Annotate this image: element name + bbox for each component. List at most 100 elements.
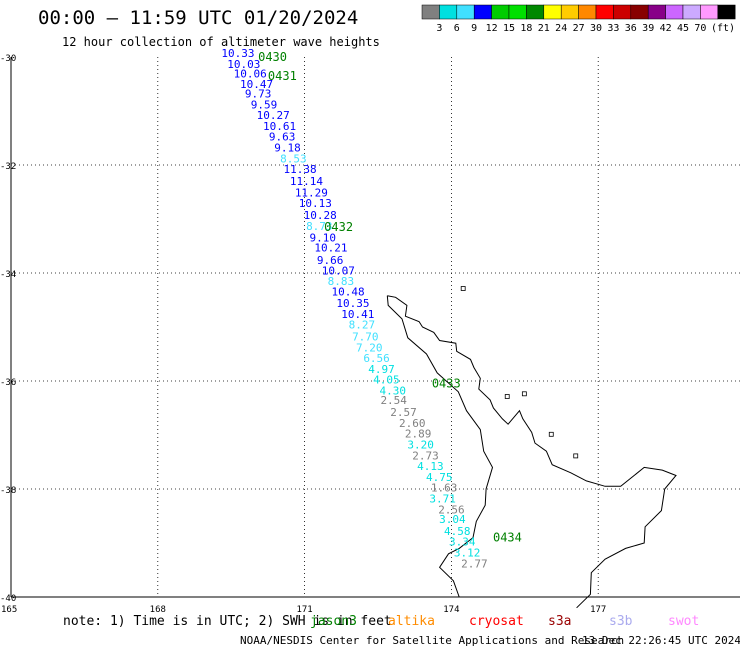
colorbar-swatch	[700, 4, 719, 20]
pass-time-label: 0434	[493, 531, 522, 545]
colorbar-label: 21	[538, 23, 550, 34]
colorbar-swatch	[439, 4, 458, 20]
colorbar-swatch	[491, 4, 510, 20]
legend-item-s3a: s3a	[548, 614, 571, 629]
timestamp-text: 13 Dec 22:26:45 UTC 2024	[582, 634, 740, 647]
wave-height-value: 10.06	[234, 68, 267, 81]
wave-height-value: 8.27	[349, 319, 376, 332]
colorbar-swatch	[456, 4, 475, 20]
wave-height-value: 10.61	[263, 120, 296, 133]
wave-height-value: 7.70	[352, 331, 379, 344]
colorbar-label: 27	[573, 23, 585, 34]
colorbar-label: 24	[555, 23, 567, 34]
colorbar-label: 45	[677, 23, 689, 34]
wave-height-value: 9.73	[245, 88, 272, 101]
wave-height-value: 8.83	[328, 275, 355, 288]
wave-height-value: 9.10	[309, 232, 336, 245]
wave-height-colorbar: 3 6 9 12 15 18 21 24 27 30 33 36 39 42 45 70	[421, 4, 736, 34]
wave-height-value: 10.48	[332, 286, 365, 299]
wave-height-value: 2.60	[399, 417, 426, 430]
colorbar-swatch	[682, 4, 701, 20]
wave-height-value: 3.04	[439, 513, 466, 526]
map-title: 00:00 – 11:59 UTC 01/20/2024	[38, 7, 358, 29]
colorbar-swatch	[665, 4, 684, 20]
wave-height-value: 8.73	[306, 220, 333, 233]
satellite-legend: jason3 altika cryosat s3a s3b swot	[310, 614, 699, 629]
colorbar-swatch	[717, 4, 736, 20]
map-plot-area: 10.3310.0310.0610.479.739.5910.2710.619.…	[10, 47, 740, 609]
colorbar-swatch	[473, 4, 492, 20]
wave-height-observations: 10.3310.0310.0610.479.739.5910.2710.619.…	[221, 47, 487, 570]
colorbar-swatch	[647, 4, 666, 20]
latitude-tick-label: -36	[0, 378, 16, 388]
wave-height-value: 6.56	[363, 352, 390, 365]
wave-height-value: 3.12	[454, 547, 481, 560]
colorbar-unit: (ft)	[711, 23, 735, 34]
island-outline	[460, 286, 466, 291]
wave-height-value: 10.03	[227, 58, 260, 71]
wave-height-value: 10.13	[299, 197, 332, 210]
longitude-tick-label: 165	[1, 605, 17, 615]
colorbar-swatch	[526, 4, 545, 20]
longitude-tick-label: 174	[443, 605, 459, 615]
footnote: note: 1) Time is in UTC; 2) SWH is in fe…	[63, 614, 392, 629]
wave-height-value: 2.73	[412, 449, 439, 462]
wave-height-value: 10.21	[314, 241, 347, 254]
latitude-tick-label: -38	[0, 486, 16, 496]
colorbar-label: 9	[471, 23, 477, 34]
colorbar-label: 12	[486, 23, 498, 34]
colorbar-label: 42	[660, 23, 672, 34]
pass-time-label: 0430	[258, 50, 287, 64]
legend-item-jason3: jason3	[310, 614, 357, 629]
wave-height-value: 2.77	[461, 557, 488, 570]
east-coastline	[387, 295, 677, 609]
wave-height-value: 3.34	[449, 536, 476, 549]
colorbar-label: 33	[607, 23, 619, 34]
wave-height-value: 4.75	[426, 471, 453, 484]
legend-item-altika: altika	[388, 614, 435, 629]
island-outline	[573, 453, 579, 459]
colorbar-label: 18	[520, 23, 532, 34]
colorbar-swatch	[508, 4, 527, 20]
wave-height-value: 9.18	[274, 142, 301, 155]
colorbar-swatch	[578, 4, 597, 20]
longitude-tick-label: 168	[150, 605, 166, 615]
wave-height-value: 4.05	[373, 374, 400, 387]
colorbar-label: 70	[694, 23, 706, 34]
wave-height-value: 3.20	[407, 439, 434, 452]
latitude-tick-label: -40	[0, 594, 16, 604]
island-outline	[504, 394, 510, 399]
wave-height-value: 2.56	[438, 503, 465, 516]
wave-height-value: 9.63	[269, 131, 296, 144]
graticule	[10, 57, 740, 598]
latitude-tick-label: -30	[0, 54, 16, 64]
pass-time-labels: 0430 0431 0432 0433 0434	[258, 50, 522, 545]
colorbar-label: 39	[642, 23, 654, 34]
legend-item-cryosat: cryosat	[469, 614, 524, 629]
latitude-tick-label: -34	[0, 270, 16, 280]
wave-height-value: 3.71	[429, 493, 456, 506]
legend-item-s3b: s3b	[609, 614, 633, 629]
colorbar-swatch	[630, 4, 649, 20]
longitude-axis: 165 168 171 174 177	[1, 605, 606, 615]
pass-time-label: 0432	[324, 220, 353, 234]
colorbar-swatch	[613, 4, 632, 20]
colorbar-swatch	[595, 4, 614, 20]
wave-height-value: 2.54	[380, 394, 407, 407]
island-outline	[548, 431, 554, 437]
wave-height-value: 4.30	[379, 385, 406, 398]
wave-height-value: 10.33	[221, 47, 254, 60]
pass-time-label: 0433	[432, 377, 461, 391]
colorbar-swatch	[421, 4, 440, 20]
wave-height-value: 10.28	[304, 209, 337, 222]
wave-height-value: 9.59	[251, 98, 277, 111]
colorbar-label: 3	[436, 23, 442, 34]
legend-item-swot: swot	[668, 614, 699, 629]
west-coastline	[386, 295, 494, 598]
coastline	[386, 286, 677, 609]
wave-height-value: 1.63	[431, 482, 458, 495]
wave-height-value: 2.89	[405, 428, 432, 441]
latitude-axis: -30 -32 -34 -36 -38 -40	[0, 54, 16, 604]
wave-height-value: 9.66	[317, 254, 344, 267]
